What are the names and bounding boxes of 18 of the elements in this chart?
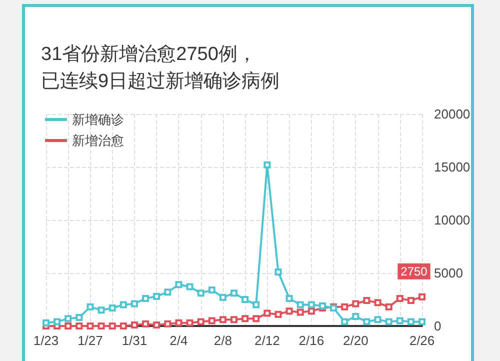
y-tick-label: 0: [434, 318, 442, 334]
y-tick-label: 20000: [434, 106, 470, 122]
data-label: 2750: [400, 264, 428, 278]
y-tick-label: 5000: [434, 266, 463, 280]
x-tick-label: 2/4: [170, 333, 188, 348]
x-tick-label: 2/12: [254, 333, 280, 348]
x-tick-label: 1/31: [122, 333, 148, 348]
x-tick-label: 1/27: [78, 333, 103, 348]
x-tick-label: 2/26: [409, 333, 435, 348]
legend-label: 新增确诊: [72, 112, 124, 127]
y-tick-label: 10000: [434, 212, 470, 228]
x-tick-label: 1/23: [33, 333, 59, 348]
y-tick-label: 15000: [434, 160, 470, 174]
x-tick-label: 2/8: [214, 333, 232, 348]
legend-label: 新增治愈: [72, 133, 124, 148]
x-tick-label: 2/16: [298, 333, 324, 348]
chart-title: 31省份新增治愈2750例，已连续9日超过新增确诊病例: [41, 43, 280, 92]
x-tick-label: 2/20: [342, 333, 368, 348]
